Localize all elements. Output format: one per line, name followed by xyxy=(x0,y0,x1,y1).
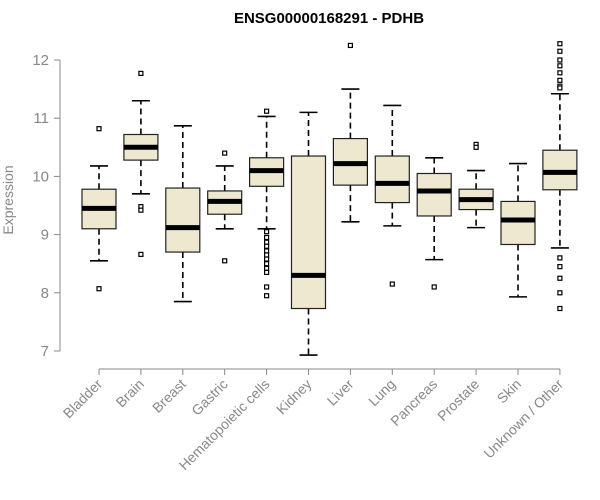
outlier-point xyxy=(264,108,270,114)
outlier-point xyxy=(557,41,563,47)
outlier-point xyxy=(557,255,563,261)
outlier-point xyxy=(557,275,563,281)
x-tick-label: Prostate xyxy=(434,376,482,424)
box-group xyxy=(81,126,117,292)
outlier-point xyxy=(557,85,563,91)
x-tick-label: Kidney xyxy=(273,376,315,418)
outlier-point xyxy=(138,207,144,213)
outlier-point xyxy=(264,265,270,271)
outlier-point xyxy=(473,144,479,150)
y-tick-label: 11 xyxy=(33,110,49,127)
outlier-point xyxy=(264,284,270,290)
outlier-point xyxy=(557,290,563,296)
box-group xyxy=(207,150,243,264)
box-group xyxy=(542,41,578,312)
y-tick-label: 12 xyxy=(32,52,49,69)
x-tick-label: Unknown / Other xyxy=(480,376,566,462)
chart-title: ENSG00000168291 - PDHB xyxy=(234,10,424,27)
box-group xyxy=(290,111,327,356)
box-group xyxy=(374,104,410,287)
y-tick-label: 8 xyxy=(41,285,49,302)
outlier-point xyxy=(264,252,270,258)
box xyxy=(374,155,410,204)
outlier-point xyxy=(557,48,563,54)
y-axis-label: Expression xyxy=(0,165,16,234)
x-tick-label: Brain xyxy=(113,376,147,410)
outlier-point xyxy=(557,70,563,76)
box xyxy=(416,172,452,217)
outlier-point xyxy=(222,150,228,156)
x-tick-label: Skin xyxy=(494,376,525,407)
outlier-point xyxy=(264,261,270,267)
outlier-point xyxy=(264,229,270,235)
outlier-point xyxy=(557,305,563,312)
outlier-point xyxy=(264,239,270,245)
plot-area xyxy=(81,41,578,356)
outlier-point xyxy=(264,234,270,241)
outlier-point xyxy=(138,70,144,76)
outlier-point xyxy=(557,57,563,63)
box-group xyxy=(500,162,536,298)
x-tick-label: Pancreas xyxy=(387,376,440,429)
box xyxy=(165,187,201,253)
x-tick-label: Lung xyxy=(365,376,398,409)
outlier-point xyxy=(557,77,563,83)
outlier-point xyxy=(138,251,144,257)
box-group xyxy=(458,141,494,229)
x-tick-label: Breast xyxy=(149,376,189,416)
outlier-point xyxy=(96,126,102,132)
y-axis: 7 8 9 10 11 12 xyxy=(32,52,61,360)
box-group xyxy=(165,124,201,303)
outlier-point xyxy=(96,286,102,292)
outlier-point xyxy=(557,264,563,270)
outlier-point xyxy=(264,293,270,299)
y-tick-label: 10 xyxy=(32,168,49,185)
x-tick-label: Bladder xyxy=(60,376,106,422)
outlier-point xyxy=(431,284,437,290)
box-group xyxy=(249,108,285,299)
outlier-point xyxy=(557,63,563,69)
box xyxy=(290,155,327,310)
y-tick-label: 9 xyxy=(41,227,49,244)
box-group xyxy=(416,156,452,290)
y-tick-label: 7 xyxy=(41,343,49,360)
box-group xyxy=(123,70,159,257)
outlier-point xyxy=(264,256,270,262)
outlier-point xyxy=(264,269,270,276)
outlier-point xyxy=(264,248,270,254)
box xyxy=(500,200,536,246)
outlier-point xyxy=(264,243,270,249)
outlier-point xyxy=(347,42,353,49)
box-group xyxy=(332,42,368,223)
outlier-point xyxy=(222,258,228,264)
x-tick-label: Liver xyxy=(324,376,357,409)
outlier-point xyxy=(389,281,395,287)
